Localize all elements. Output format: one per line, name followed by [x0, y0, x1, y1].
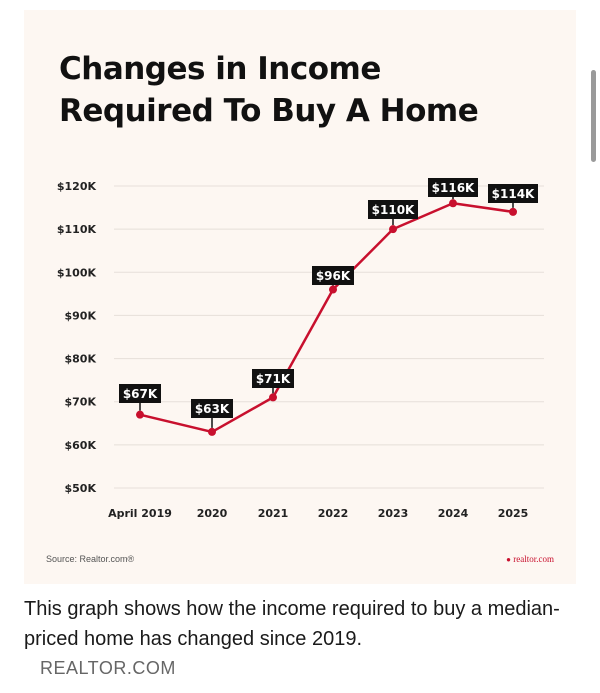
x-tick-label: 2020: [197, 507, 228, 520]
data-point: [509, 207, 517, 216]
y-tick-label: $100K: [57, 266, 97, 279]
y-tick-label: $90K: [65, 309, 97, 322]
brand-logo: ● realtor.com: [506, 554, 554, 564]
site-credit: REALTOR.COM: [40, 658, 176, 678]
x-tick-label: 2021: [258, 507, 289, 520]
data-label: $110K: [372, 203, 415, 217]
data-point: [389, 225, 397, 234]
data-label-box: [312, 266, 354, 285]
x-tick-label: 2022: [318, 507, 349, 520]
series-line: [139, 202, 514, 434]
chart-title: Changes in Income Required To Buy A Home: [59, 51, 479, 129]
data-label: $116K: [432, 181, 475, 195]
y-tick-label: $60K: [65, 439, 97, 452]
data-label: $67K: [123, 387, 158, 401]
x-tick-label: 2023: [378, 507, 409, 520]
data-point: [208, 427, 216, 436]
brand-name: realtor.com: [513, 554, 554, 564]
data-label: $96K: [316, 269, 351, 283]
y-tick-label: $50K: [65, 482, 97, 495]
data-label: $71K: [256, 372, 291, 386]
data-point: [329, 285, 337, 294]
chart-card: Changes in Income Required To Buy A Home…: [24, 10, 576, 584]
image-caption: This graph shows how the income required…: [24, 598, 560, 650]
x-tick-label: 2025: [498, 507, 529, 520]
x-tick-label: 2024: [438, 507, 469, 520]
y-tick-label: $120K: [57, 180, 97, 193]
data-label: $63K: [195, 402, 230, 416]
data-label-box: [252, 369, 294, 388]
data-label-box: [428, 178, 478, 197]
data-label-box: [119, 384, 161, 403]
scrollbar[interactable]: [591, 70, 596, 162]
y-tick-label: $80K: [65, 353, 97, 366]
data-point: [449, 199, 457, 208]
y-tick-label: $70K: [65, 396, 97, 409]
data-label-box: [368, 200, 418, 219]
data-point: [136, 410, 144, 419]
data-label-box: [191, 399, 233, 418]
line-chart: $50K $60K $70K $80K $90K $100K $110K $120K April…: [57, 178, 544, 520]
data-point: [269, 393, 277, 402]
x-tick-label: April 2019: [108, 507, 172, 520]
y-tick-label: $110K: [57, 223, 97, 236]
data-label: $114K: [492, 187, 535, 201]
data-label-box: [488, 184, 538, 203]
brand-mark-icon: ●: [506, 555, 512, 564]
source-note: Source: Realtor.com®: [46, 554, 135, 564]
